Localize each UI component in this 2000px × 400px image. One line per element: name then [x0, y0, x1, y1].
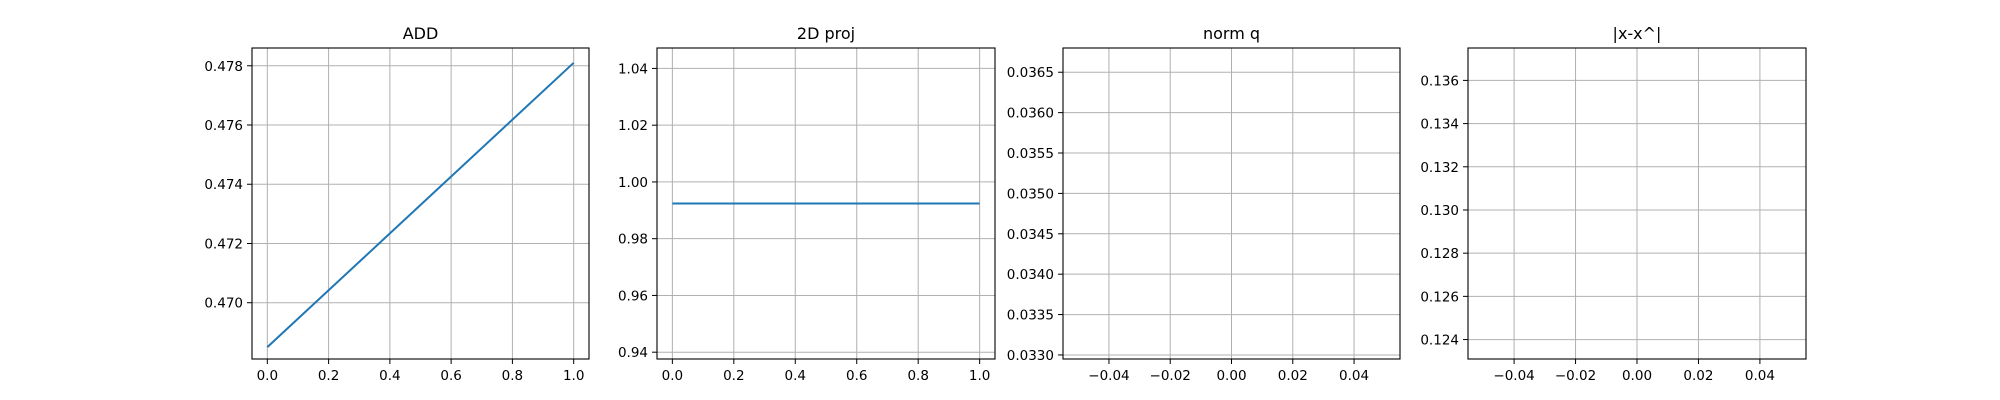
subplot-add: ADD 0.0 0.2 0.4 0.6 0.8 1.0 0.470 0.472 0.474 0.4… — [204, 24, 590, 384]
x-tick-label: 1.0 — [969, 368, 990, 384]
axes-frame — [251, 47, 590, 360]
x-tick-label: 0.4 — [379, 368, 400, 384]
series-line — [266, 62, 575, 348]
subplot-title: 2D proj — [797, 24, 855, 43]
subplot-2d-proj: 2D proj 0.0 0.2 0.4 0.6 0.8 1.0 0.94 0.96 0.98 1.… — [618, 24, 996, 384]
x-tick-label: 0.8 — [907, 368, 928, 384]
y-tick-label: 0.136 — [1420, 73, 1459, 89]
x-tick-label: 0.02 — [1683, 368, 1713, 384]
x-tick-label: 0.6 — [846, 368, 867, 384]
y-tick-label: 1.04 — [618, 61, 648, 77]
subplot-norm-q: norm q −0.04 −0.02 0.00 0.02 0.04 0.0330 0.033… — [1007, 24, 1401, 384]
x-tick-label: −0.02 — [1150, 368, 1191, 384]
y-tick-label: 0.0340 — [1007, 267, 1054, 283]
y-tick-label: 0.94 — [618, 345, 648, 361]
x-tick-label: 0.02 — [1278, 368, 1308, 384]
x-tick-label: 1.0 — [563, 368, 584, 384]
y-tick-label: 0.474 — [204, 177, 243, 193]
y-tick-label: 0.0330 — [1007, 348, 1054, 364]
x-tick-label: −0.04 — [1088, 368, 1129, 384]
y-tick-label: 0.128 — [1420, 246, 1459, 262]
y-tick-label: 0.0365 — [1007, 65, 1054, 81]
x-tick-label: 0.04 — [1745, 368, 1775, 384]
axes-frame — [656, 47, 996, 360]
subplot-title: ADD — [403, 24, 439, 43]
x-tick-label: 0.2 — [318, 368, 339, 384]
x-tick-label: −0.04 — [1493, 368, 1534, 384]
y-tick-label: 0.0345 — [1007, 227, 1054, 243]
y-tick-label: 1.02 — [618, 118, 648, 134]
x-tick-label: 0.00 — [1622, 368, 1652, 384]
y-tick-label: 0.476 — [204, 118, 243, 134]
x-tick-label: 0.00 — [1216, 368, 1246, 384]
x-tick-label: −0.02 — [1555, 368, 1596, 384]
y-tick-label: 0.478 — [204, 59, 243, 75]
y-tick-label: 0.0335 — [1007, 308, 1054, 324]
y-tick-label: 0.96 — [618, 288, 648, 304]
x-tick-label: 0.0 — [257, 368, 278, 384]
y-tick-label: 0.0355 — [1007, 146, 1054, 162]
y-tick-label: 0.0350 — [1007, 186, 1054, 202]
y-tick-label: 0.126 — [1420, 289, 1459, 305]
x-tick-label: 0.8 — [502, 368, 523, 384]
x-tick-label: 0.0 — [662, 368, 683, 384]
x-tick-label: 0.04 — [1339, 368, 1369, 384]
y-tick-label: 0.132 — [1420, 160, 1459, 176]
x-tick-label: 0.4 — [785, 368, 806, 384]
y-tick-label: 0.130 — [1420, 203, 1459, 219]
x-tick-label: 0.6 — [440, 368, 461, 384]
x-tick-label: 0.2 — [723, 368, 744, 384]
y-tick-label: 0.98 — [618, 232, 648, 248]
subplot-title: norm q — [1203, 24, 1260, 43]
y-tick-label: 0.124 — [1420, 333, 1459, 349]
y-tick-label: 0.472 — [204, 236, 243, 252]
subplot-title: |x-x^| — [1613, 24, 1662, 43]
y-tick-label: 1.00 — [618, 175, 648, 191]
y-tick-label: 0.470 — [204, 296, 243, 312]
y-tick-label: 0.134 — [1420, 117, 1459, 133]
y-tick-label: 0.0360 — [1007, 106, 1054, 122]
subplot-abs-error: |x-x^| −0.04 −0.02 0.00 0.02 0.04 0.124 0.126 0… — [1420, 24, 1807, 384]
